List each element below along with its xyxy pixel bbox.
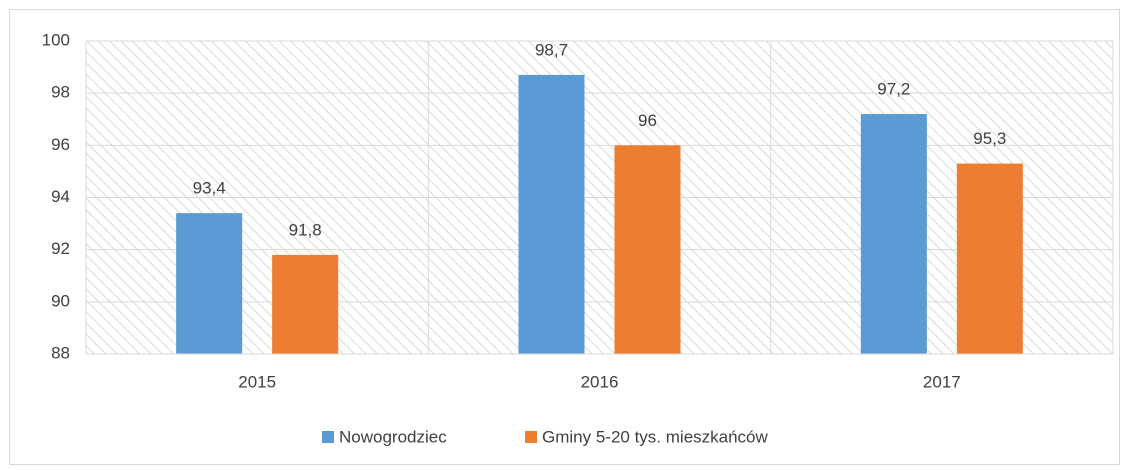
y-tick-label: 96 — [51, 135, 70, 154]
y-tick-label: 100 — [42, 30, 70, 49]
y-tick-label: 94 — [51, 187, 70, 206]
bar — [176, 213, 243, 354]
legend-swatch — [525, 431, 537, 443]
bar — [614, 145, 681, 354]
y-tick-label: 88 — [51, 343, 70, 362]
data-label: 98,7 — [535, 40, 568, 59]
bar — [518, 74, 585, 355]
data-label: 91,8 — [289, 220, 322, 239]
bar — [860, 114, 927, 355]
data-label: 97,2 — [877, 80, 910, 99]
bar — [272, 254, 339, 354]
data-label: 95,3 — [973, 129, 1006, 148]
x-tick-label: 2017 — [923, 372, 961, 391]
y-tick-label: 98 — [51, 83, 70, 102]
x-tick-label: 2015 — [238, 372, 276, 391]
legend-swatch — [322, 431, 334, 443]
data-label: 93,4 — [193, 179, 226, 198]
data-label: 96 — [638, 111, 657, 130]
y-tick-label: 90 — [51, 291, 70, 310]
legend-label: Nowogrodziec — [339, 427, 447, 446]
bar — [956, 163, 1023, 354]
y-tick-label: 92 — [51, 239, 70, 258]
x-tick-label: 2016 — [581, 372, 619, 391]
legend-label: Gminy 5-20 tys. mieszkańców — [542, 427, 769, 446]
